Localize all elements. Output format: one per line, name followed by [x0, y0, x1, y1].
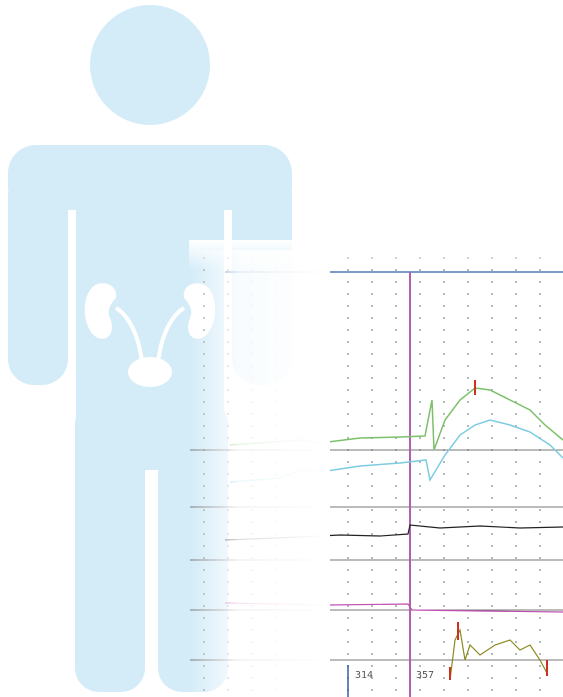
trace-panel: 314 357 — [189, 240, 563, 697]
illustration: 314 357 — [0, 0, 563, 697]
marker-label: 314 — [355, 670, 373, 681]
marker-label: 357 — [416, 670, 434, 681]
